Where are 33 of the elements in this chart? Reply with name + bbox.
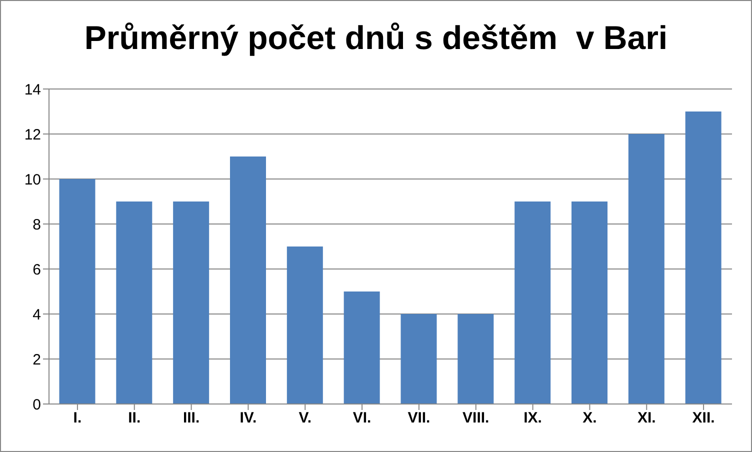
x-tick-label: IX. [524, 410, 542, 427]
bar [400, 314, 437, 404]
y-tick-label: 8 [32, 216, 41, 234]
bar [59, 179, 96, 404]
bar [286, 246, 323, 404]
x-tick-label: IV. [240, 410, 257, 427]
x-tick-label: I. [73, 410, 82, 427]
x-tick-label: X. [582, 410, 597, 427]
x-tick-label: XI. [637, 410, 656, 427]
x-tick-label: XII. [692, 410, 715, 427]
bar [230, 156, 266, 404]
y-tick-label: 0 [32, 396, 41, 414]
bar [685, 112, 722, 404]
bar [628, 134, 664, 404]
x-tick-label: III. [182, 410, 200, 427]
y-tick-label: 10 [24, 171, 41, 188]
x-tick-label: VII. [408, 410, 430, 427]
y-tick-label: 12 [24, 126, 41, 144]
y-tick-label: 14 [24, 81, 41, 98]
y-tick-label: 2 [32, 351, 41, 368]
bar [458, 314, 494, 404]
chart-title: Průměrný počet dnů s deštěm v Bari [83, 19, 669, 57]
bar [571, 202, 608, 404]
bar [344, 292, 380, 404]
y-tick-label: 6 [32, 261, 41, 278]
y-tick-label: 4 [32, 306, 41, 324]
x-tick-label: VI. [352, 410, 372, 427]
x-tick-label: II. [128, 410, 141, 427]
bar [173, 202, 210, 404]
bar [514, 202, 551, 404]
x-tick-label: V. [298, 410, 312, 427]
bar [116, 202, 152, 404]
x-tick-label: VIII. [462, 410, 490, 427]
